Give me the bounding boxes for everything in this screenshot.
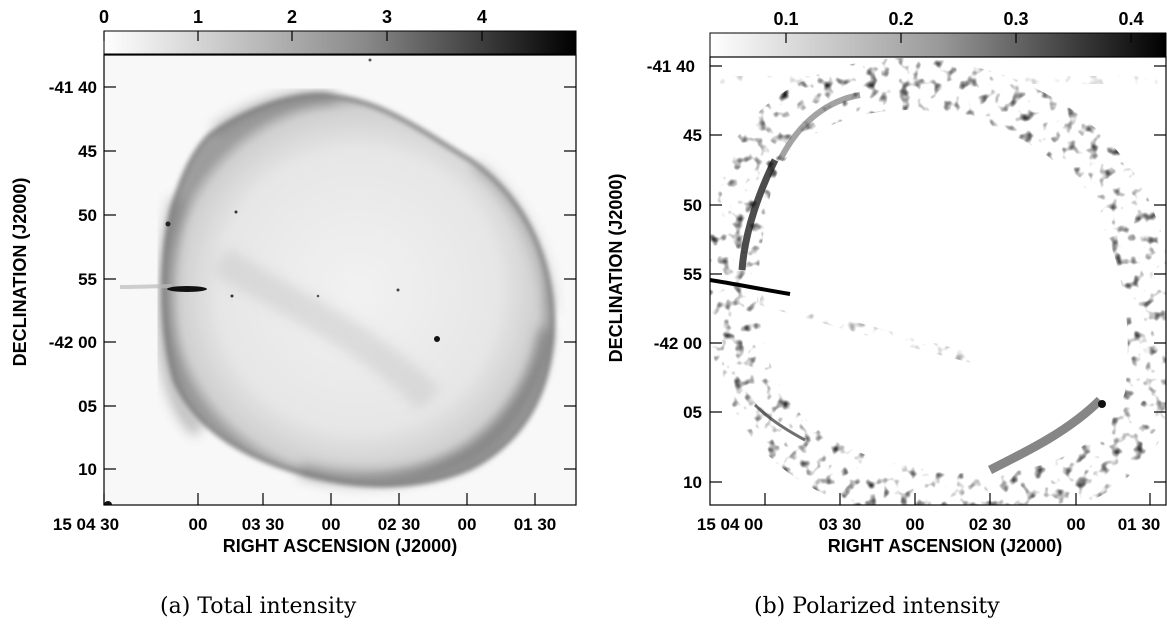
bright-source bbox=[710, 278, 791, 296]
dec-tick-label: 50 bbox=[683, 196, 702, 215]
radio-image bbox=[104, 55, 576, 505]
polarized-image bbox=[710, 55, 1166, 505]
polarized-intensity-figure: 0.1 0.2 0.3 0.4 -41 40 45 50 bbox=[606, 9, 1167, 556]
ra-tick-label: 01 30 bbox=[514, 515, 557, 534]
bright-source bbox=[167, 286, 207, 292]
dec-tick-label: 55 bbox=[683, 265, 702, 284]
colorbar bbox=[103, 30, 577, 55]
colorbar-tick-label: 0.4 bbox=[1118, 9, 1143, 29]
dec-tick-label: -42 00 bbox=[49, 333, 97, 352]
colorbar bbox=[709, 32, 1167, 58]
ra-tick-label: 15 04 00 bbox=[697, 515, 763, 534]
dec-tick-label: 10 bbox=[78, 460, 97, 479]
colorbar-tick-label: 3 bbox=[382, 7, 392, 27]
x-axis-label: RIGHT ASCENSION (J2000) bbox=[828, 536, 1062, 556]
ra-tick-label: 03 30 bbox=[819, 515, 862, 534]
colorbar-tick-label: 0 bbox=[99, 7, 109, 27]
colorbar-tick-label: 2 bbox=[287, 7, 297, 27]
ra-tick-label: 03 30 bbox=[242, 515, 285, 534]
dec-tick-label: 05 bbox=[78, 397, 97, 416]
ra-tick-label: 00 bbox=[458, 515, 477, 534]
ra-tick-label: 02 30 bbox=[378, 515, 421, 534]
dec-tick-label: 45 bbox=[78, 142, 97, 161]
ra-tick-label: 00 bbox=[322, 515, 341, 534]
ra-tick-label: 00 bbox=[189, 515, 208, 534]
dec-tick-label: 10 bbox=[683, 473, 702, 492]
total-intensity-panel: 0 1 2 3 4 bbox=[10, 7, 577, 556]
dec-tick-label: -42 00 bbox=[654, 334, 702, 353]
image-frame bbox=[103, 54, 577, 506]
dec-tick-label: 45 bbox=[683, 126, 702, 145]
y-axis-label: DECLINATION (J2000) bbox=[10, 178, 30, 367]
image-frame bbox=[709, 56, 1167, 506]
ra-tick-label: 02 30 bbox=[969, 515, 1012, 534]
colorbar-tick-label: 0.1 bbox=[773, 9, 798, 29]
dec-tick-label: -41 40 bbox=[49, 78, 97, 97]
colorbar-tick-label: 0.2 bbox=[888, 9, 913, 29]
total-intensity-figure: 0 1 2 3 4 bbox=[10, 7, 577, 556]
colorbar-tick-label: 4 bbox=[477, 7, 487, 27]
ra-tick-label: 00 bbox=[906, 515, 925, 534]
y-axis-label: DECLINATION (J2000) bbox=[606, 174, 626, 363]
colorbar-tick-label: 0.3 bbox=[1003, 9, 1028, 29]
ra-tick-label: 00 bbox=[1067, 515, 1086, 534]
dec-tick-label: 50 bbox=[78, 206, 97, 225]
caption-total-intensity: (a) Total intensity bbox=[160, 594, 357, 619]
dec-tick-label: 05 bbox=[683, 403, 702, 422]
ra-tick-label: 15 04 30 bbox=[53, 515, 119, 534]
x-axis-label: RIGHT ASCENSION (J2000) bbox=[223, 536, 457, 556]
ra-tick-label: 01 30 bbox=[1118, 515, 1161, 534]
colorbar-tick-label: 1 bbox=[193, 7, 203, 27]
polarized-intensity-panel: 0.1 0.2 0.3 0.4 -41 40 45 50 bbox=[590, 0, 1167, 624]
dec-tick-label: -41 40 bbox=[647, 57, 695, 76]
caption-polarized-intensity: (b) Polarized intensity bbox=[754, 594, 1000, 619]
dec-tick-label: 55 bbox=[78, 270, 97, 289]
